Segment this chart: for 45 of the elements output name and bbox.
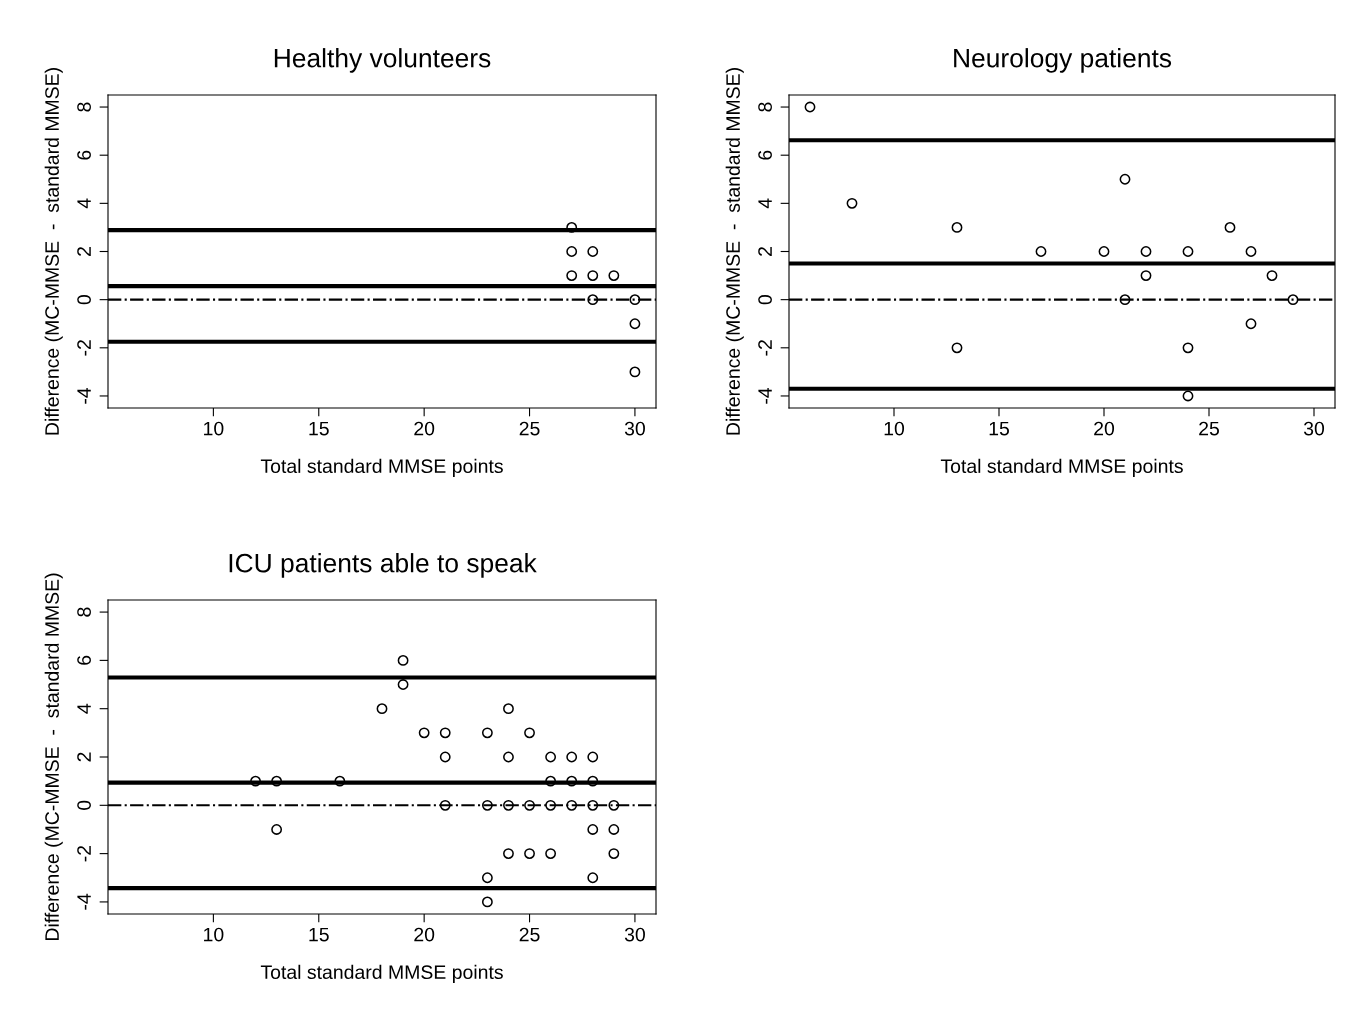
- y-tick-label: 8: [77, 607, 91, 617]
- chart-title: Neurology patients: [954, 48, 1172, 73]
- y-tick-label: 4: [77, 198, 91, 209]
- x-tick-label: 15: [989, 421, 1009, 436]
- y-tick-label: 0: [758, 295, 772, 305]
- x-tick-label: 10: [884, 421, 905, 436]
- x-axis-title: Total standard MMSE points: [260, 458, 503, 477]
- x-tick-label: 30: [624, 421, 645, 436]
- y-tick-label: 8: [758, 102, 772, 112]
- y-tick-label: 0: [77, 295, 91, 305]
- y-tick-label: 6: [77, 150, 91, 160]
- y-tick-label: 2: [77, 247, 91, 256]
- y-tick-label: -2: [77, 340, 91, 356]
- y-axis-title: Difference (MC-MMSE - standard MMSE): [44, 573, 63, 940]
- y-tick-label: 6: [758, 150, 772, 160]
- y-tick-label: 4: [758, 198, 772, 209]
- x-tick-label: 20: [414, 421, 435, 436]
- y-tick-label: -4: [758, 387, 772, 404]
- y-tick-label: 0: [77, 800, 91, 810]
- x-tick-label: 15: [309, 927, 329, 942]
- x-axis-title: Total standard MMSE points: [260, 964, 503, 983]
- y-tick-label: 2: [758, 247, 772, 256]
- chart-title: ICU patients able to speak: [229, 553, 537, 578]
- x-tick-label: 20: [414, 927, 435, 942]
- x-tick-label: 25: [519, 927, 540, 942]
- y-tick-label: -4: [77, 387, 91, 404]
- y-tick-label: -2: [77, 845, 91, 862]
- y-axis-title: Difference (MC-MMSE - standard MMSE): [44, 68, 63, 435]
- x-tick-label: 10: [204, 421, 224, 436]
- y-tick-label: -4: [77, 893, 91, 910]
- x-tick-label: 20: [1094, 421, 1115, 436]
- x-tick-label: 10: [204, 927, 224, 942]
- x-tick-label: 15: [309, 421, 329, 436]
- y-tick-label: 6: [77, 655, 91, 665]
- x-tick-label: 30: [624, 927, 645, 942]
- x-tick-label: 25: [519, 421, 540, 436]
- x-axis-title: Total standard MMSE points: [940, 458, 1183, 477]
- y-tick-label: -2: [758, 340, 772, 356]
- y-tick-label: 4: [77, 703, 91, 714]
- x-tick-label: 25: [1199, 421, 1219, 436]
- y-tick-label: 2: [77, 752, 91, 762]
- y-tick-label: 8: [77, 102, 91, 112]
- x-tick-label: 30: [1303, 421, 1325, 436]
- y-axis-title: Difference (MC-MMSE - standard MMSE): [725, 68, 744, 435]
- chart-title: Healthy volunteers: [274, 48, 491, 73]
